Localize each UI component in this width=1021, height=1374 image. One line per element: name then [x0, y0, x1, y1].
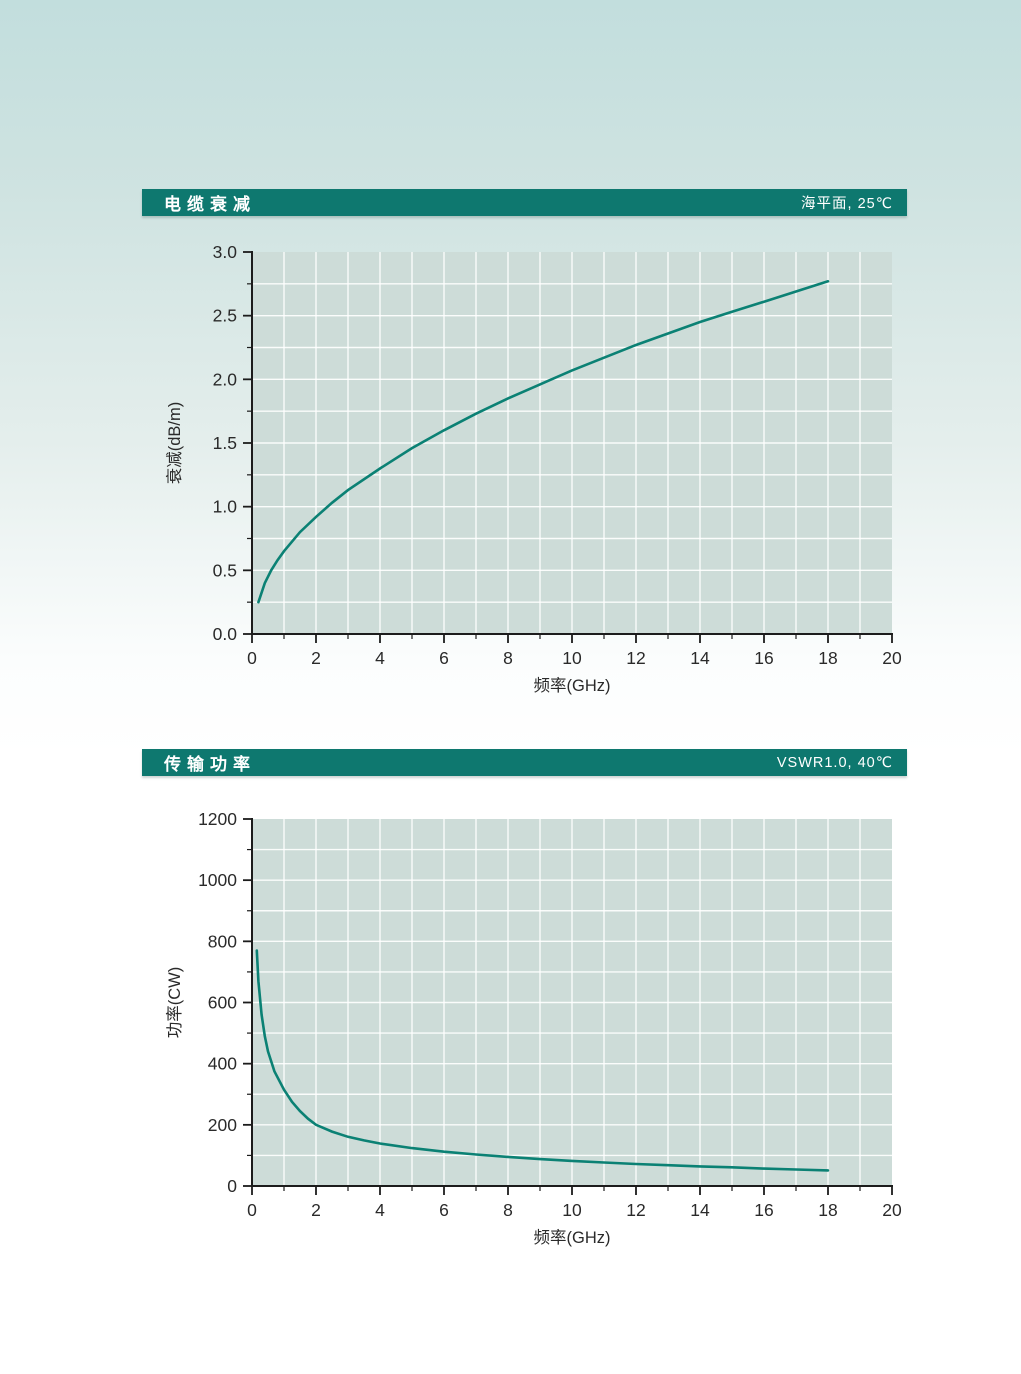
svg-text:4: 4: [375, 1200, 385, 1220]
power-condition: VSWR1.0, 40℃: [776, 754, 893, 771]
svg-text:功率(CW): 功率(CW): [165, 967, 184, 1038]
svg-text:16: 16: [754, 1200, 773, 1220]
power-header-bar: 传输功率 VSWR1.0, 40℃: [142, 749, 907, 776]
svg-text:10: 10: [562, 648, 582, 668]
svg-text:0: 0: [247, 1200, 257, 1220]
svg-text:16: 16: [754, 648, 773, 668]
svg-text:400: 400: [208, 1054, 237, 1074]
attenuation-chart: 0 2 4 6 8 10 12 14 16 18 20 0.0 0.5 1.0 1.5 2.0 2.5 3.0 频率…: [165, 242, 902, 695]
svg-text:18: 18: [818, 1200, 837, 1220]
svg-text:0.5: 0.5: [213, 560, 237, 580]
svg-text:1.5: 1.5: [213, 433, 237, 453]
svg-text:2.5: 2.5: [213, 306, 237, 326]
svg-text:20: 20: [882, 1200, 902, 1220]
attenuation-condition: 海平面, 25℃: [801, 196, 893, 212]
svg-text:600: 600: [208, 993, 237, 1013]
svg-text:4: 4: [375, 648, 385, 668]
svg-text:频率(GHz): 频率(GHz): [534, 1228, 611, 1247]
svg-text:频率(GHz): 频率(GHz): [534, 676, 611, 695]
svg-text:12: 12: [626, 1200, 645, 1220]
svg-text:800: 800: [208, 931, 237, 951]
svg-text:8: 8: [503, 1200, 513, 1220]
svg-text:2.0: 2.0: [213, 369, 238, 389]
svg-text:0: 0: [227, 1176, 237, 1196]
svg-text:200: 200: [208, 1115, 237, 1135]
svg-text:10: 10: [562, 1200, 582, 1220]
svg-text:8: 8: [503, 648, 513, 668]
attenuation-header-bar: 电缆衰减 海平面, 25℃: [142, 189, 907, 216]
svg-text:6: 6: [439, 648, 449, 668]
svg-text:0.0: 0.0: [213, 624, 238, 644]
svg-text:18: 18: [818, 648, 837, 668]
svg-text:14: 14: [690, 1200, 710, 1220]
svg-text:2: 2: [311, 1200, 321, 1220]
power-chart: 0 2 4 6 8 10 12 14 16 18 20020040060080010001200频率…: [165, 809, 902, 1247]
svg-text:1.0: 1.0: [213, 497, 238, 517]
svg-text:14: 14: [690, 648, 710, 668]
power-title: 传输功率: [164, 755, 256, 774]
svg-text:3.0: 3.0: [213, 242, 238, 262]
svg-text:1000: 1000: [198, 870, 237, 890]
svg-text:20: 20: [882, 648, 902, 668]
svg-text:6: 6: [439, 1200, 449, 1220]
attenuation-title: 电缆衰减: [164, 195, 256, 214]
svg-text:0: 0: [247, 648, 257, 668]
svg-text:衰减(dB/m): 衰减(dB/m): [165, 402, 184, 485]
svg-text:1200: 1200: [198, 809, 237, 829]
svg-text:2: 2: [311, 648, 321, 668]
svg-text:12: 12: [626, 648, 645, 668]
